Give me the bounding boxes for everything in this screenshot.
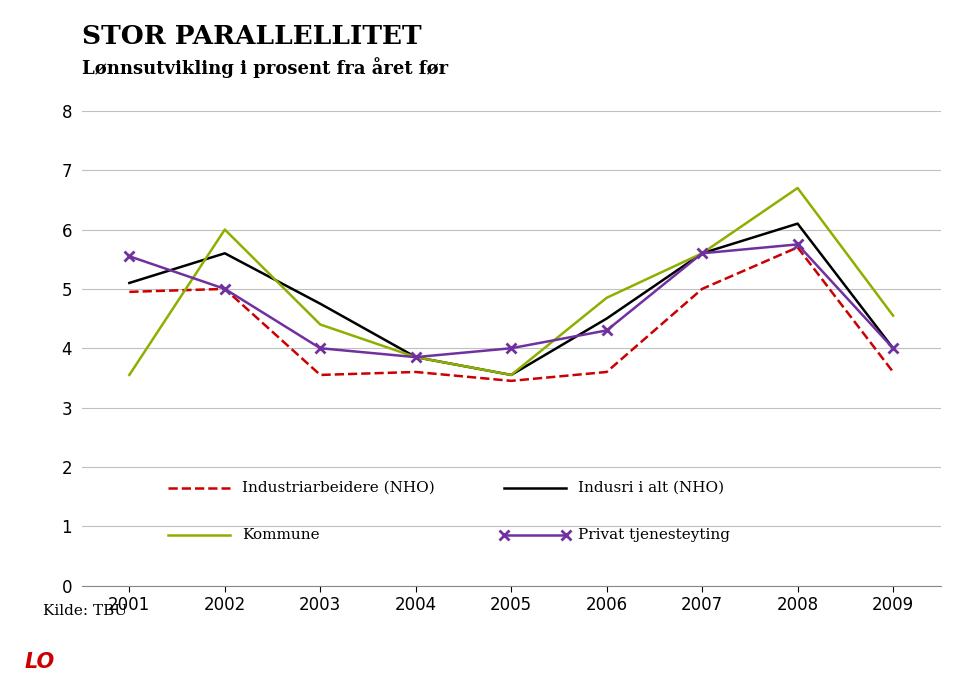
FancyBboxPatch shape: [5, 637, 74, 690]
Text: Kilde: TBU: Kilde: TBU: [43, 604, 128, 618]
Text: STOR PARALLELLITET: STOR PARALLELLITET: [82, 24, 421, 49]
Text: Industriarbeidere (NHO): Industriarbeidere (NHO): [242, 481, 435, 495]
Text: Lønnsutvikling i prosent fra året før: Lønnsutvikling i prosent fra året før: [82, 57, 447, 78]
Text: 07.12.2009: 07.12.2009: [103, 657, 174, 670]
Text: LO: LO: [24, 652, 55, 672]
Text: Indusri i alt (NHO): Indusri i alt (NHO): [578, 481, 724, 495]
Text: Kommune: Kommune: [242, 528, 320, 542]
Text: side 13: side 13: [149, 657, 194, 670]
Text: Privat tjenesteyting: Privat tjenesteyting: [578, 528, 730, 542]
